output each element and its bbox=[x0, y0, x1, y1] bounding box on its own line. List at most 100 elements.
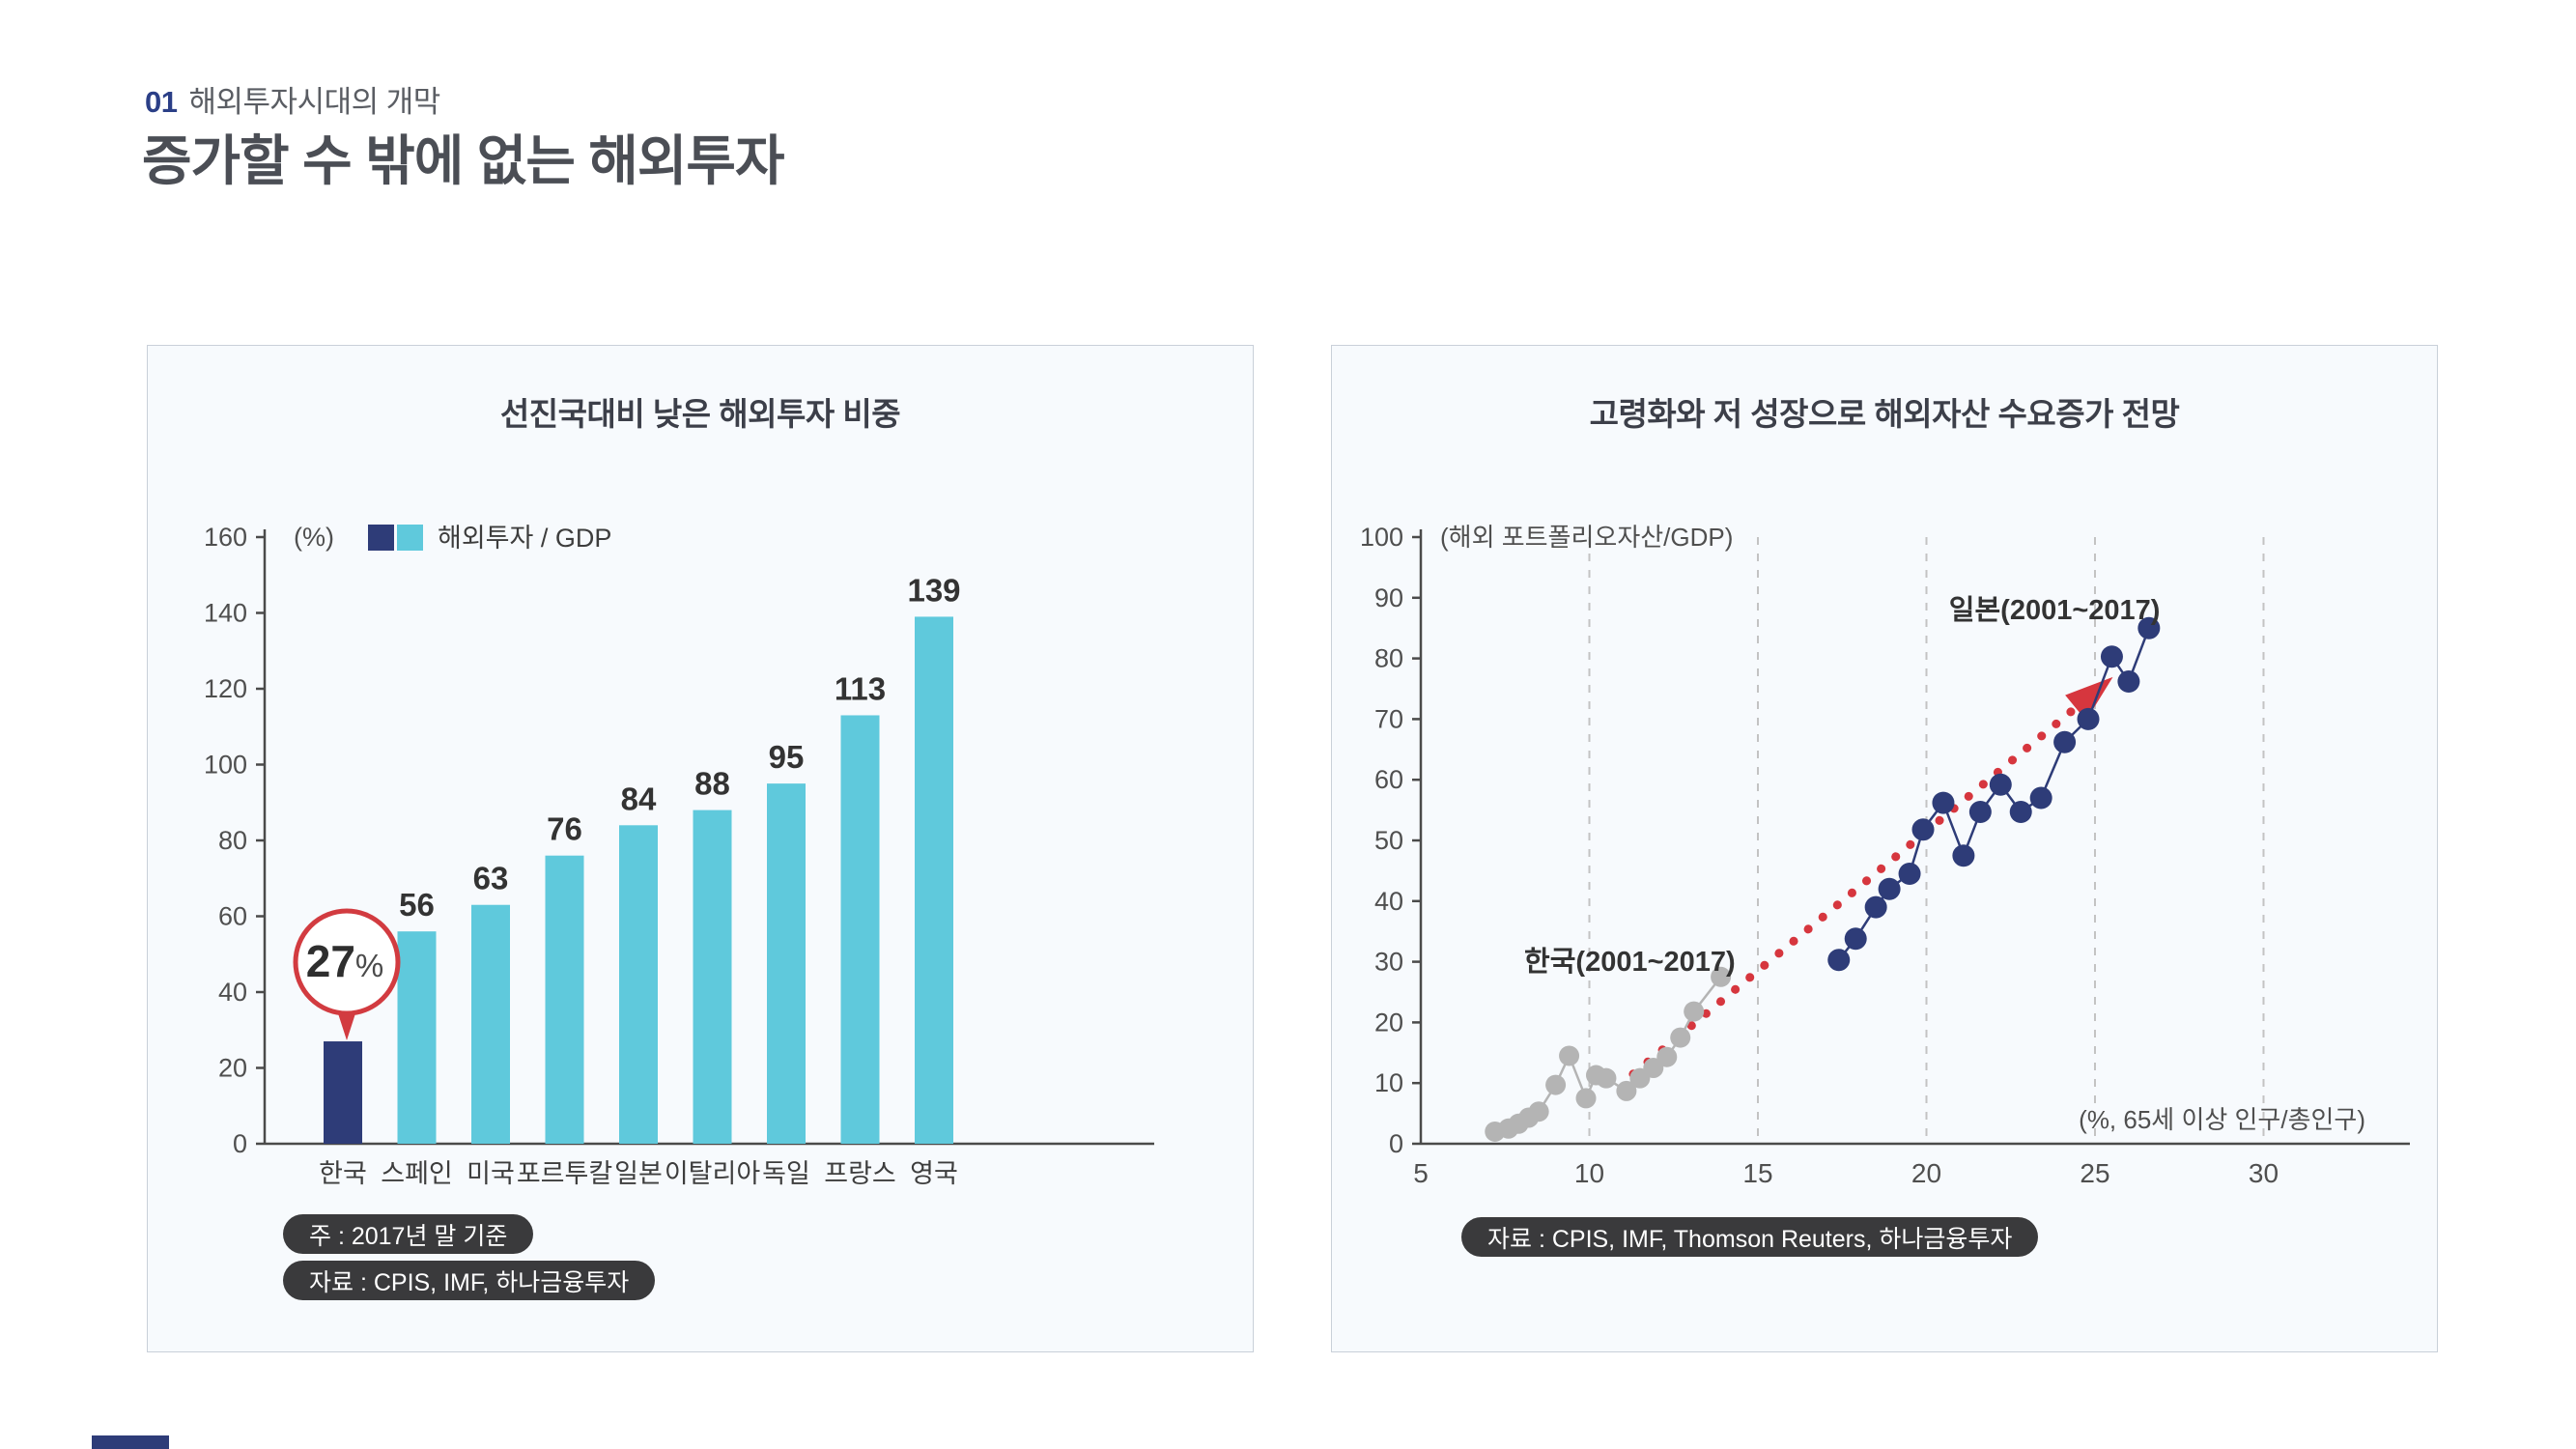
left-chart-panel: 0 20 40 60 80 100 120 140 160 (%) 해외투자 / GDP 한국 56 스페… bbox=[147, 345, 1254, 1352]
y-axis-unit-label: (해외 포트폴리오자산/GDP) bbox=[1440, 523, 1733, 552]
data-point bbox=[2077, 707, 2100, 730]
bar-category-label: 포르투칼 bbox=[517, 1159, 612, 1188]
data-point bbox=[1559, 1045, 1580, 1066]
bar bbox=[471, 904, 510, 1144]
y-tick-label: 40 bbox=[218, 978, 247, 1007]
bar-value-label: 88 bbox=[694, 766, 730, 802]
y-tick-label: 70 bbox=[1374, 704, 1403, 733]
right-chart-title: 고령화와 저 성장으로 해외자산 수요증가 전망 bbox=[1589, 396, 2180, 432]
callout-text: 27% bbox=[306, 936, 384, 986]
source-pill: 자료 : CPIS, IMF, Thomson Reuters, 하나금융투자 bbox=[1461, 1217, 2039, 1257]
data-point bbox=[2100, 645, 2123, 668]
callout-circle bbox=[293, 908, 401, 1016]
y-tick-label: 140 bbox=[204, 599, 247, 628]
trend-arrow-line bbox=[1628, 705, 2078, 1079]
data-point bbox=[2117, 669, 2140, 693]
bar-category-label: 미국 bbox=[467, 1159, 515, 1188]
data-point bbox=[1643, 1058, 1664, 1078]
y-tick-label: 40 bbox=[1374, 887, 1403, 916]
bar-value-label: 95 bbox=[769, 739, 805, 775]
bar bbox=[840, 715, 880, 1144]
y-tick-label: 0 bbox=[233, 1129, 247, 1158]
data-point bbox=[1596, 1067, 1617, 1089]
bar-value-label: 76 bbox=[547, 811, 582, 847]
data-point bbox=[1711, 966, 1732, 987]
y-tick-label: 120 bbox=[204, 674, 247, 703]
bar-category-label: 스페인 bbox=[381, 1159, 453, 1188]
y-tick-label: 100 bbox=[204, 751, 247, 780]
x-tick-label: 25 bbox=[2080, 1158, 2109, 1188]
y-tick-label: 60 bbox=[1374, 765, 1403, 794]
note-pill: 주 : 2017년 말 기준 bbox=[283, 1214, 534, 1254]
y-tick-label: 80 bbox=[1374, 644, 1403, 673]
bar-category-label: 프랑스 bbox=[824, 1159, 896, 1188]
data-point bbox=[1844, 927, 1867, 951]
x-tick-label: 20 bbox=[1911, 1158, 1941, 1188]
y-tick-label: 80 bbox=[218, 826, 247, 855]
bar-category-label: 일본 bbox=[614, 1159, 663, 1188]
data-point bbox=[1575, 1088, 1597, 1109]
data-point bbox=[1968, 800, 1992, 823]
bar-value-label: 139 bbox=[907, 572, 960, 608]
x-tick-label: 5 bbox=[1413, 1158, 1429, 1188]
bar-category-label: 한국 bbox=[319, 1159, 367, 1188]
series-label: 일본(2001~2017) bbox=[1949, 594, 2161, 626]
data-point bbox=[1684, 1001, 1705, 1022]
bar-value-label: 56 bbox=[399, 887, 435, 923]
data-point bbox=[2137, 616, 2161, 639]
bar-category-label: 영국 bbox=[910, 1159, 958, 1188]
y-tick-label: 60 bbox=[218, 902, 247, 931]
bar bbox=[324, 1041, 362, 1144]
bar bbox=[915, 616, 953, 1144]
callout-pointer bbox=[336, 1008, 357, 1041]
x-tick-label: 15 bbox=[1742, 1158, 1772, 1188]
y-tick-label: 20 bbox=[218, 1054, 247, 1083]
data-point bbox=[2009, 800, 2032, 823]
legend-swatch-cyan bbox=[397, 525, 423, 551]
left-chart-title: 선진국대비 낮은 해외투자 비중 bbox=[499, 396, 901, 432]
y-unit-label: (%) bbox=[294, 523, 334, 552]
bar bbox=[397, 931, 437, 1144]
data-point bbox=[1827, 949, 1851, 972]
x-axis-unit-label: (%, 65세 이상 인구/총인구) bbox=[2079, 1105, 2365, 1134]
section-number: 01 bbox=[145, 85, 178, 119]
x-tick-label: 30 bbox=[2249, 1158, 2279, 1188]
y-tick-label: 30 bbox=[1374, 948, 1403, 977]
data-point bbox=[1670, 1027, 1691, 1048]
source-pill: 자료 : CPIS, IMF, 하나금융투자 bbox=[283, 1261, 656, 1300]
data-point bbox=[1989, 773, 2012, 796]
y-tick-label: 50 bbox=[1374, 826, 1403, 855]
legend-label: 해외투자 / GDP bbox=[438, 524, 611, 553]
bar-value-label: 63 bbox=[473, 861, 509, 896]
y-tick-label: 100 bbox=[1360, 523, 1403, 552]
page-title: 증가할 수 밖에 없는 해외투자 bbox=[142, 130, 784, 191]
data-point bbox=[1656, 1046, 1678, 1067]
bar bbox=[693, 810, 732, 1144]
data-point bbox=[1952, 844, 1975, 867]
data-point bbox=[1911, 818, 1935, 841]
series-label: 한국(2001~2017) bbox=[1524, 946, 1736, 978]
bar bbox=[545, 855, 584, 1144]
bar-chart-svg: 0 20 40 60 80 100 120 140 160 (%) 해외투자 / GDP 한국 56 스페… bbox=[204, 523, 1154, 1188]
section-header: 01 해외투자시대의 개막 bbox=[145, 77, 440, 121]
data-point bbox=[1932, 791, 1955, 814]
y-tick-label: 0 bbox=[1389, 1129, 1403, 1158]
y-tick-label: 160 bbox=[204, 523, 247, 552]
bar-value-label: 84 bbox=[621, 781, 657, 816]
y-tick-label: 90 bbox=[1374, 583, 1403, 612]
bar-category-label: 독일 bbox=[762, 1159, 810, 1188]
data-point bbox=[1528, 1101, 1549, 1122]
data-point bbox=[1878, 877, 1901, 900]
scatter-chart-svg: 0 10 20 30 40 50 60 70 80 90 100 5 10 15 20 25 30 (해외 포트폴… bbox=[1360, 523, 2410, 1188]
data-point bbox=[1898, 863, 1921, 886]
legend-swatch-navy bbox=[368, 525, 394, 551]
bar-value-label: 113 bbox=[835, 670, 886, 706]
data-point bbox=[2053, 730, 2077, 753]
bar bbox=[619, 825, 658, 1144]
data-point bbox=[1864, 895, 1887, 919]
bar bbox=[767, 783, 806, 1144]
y-tick-label: 20 bbox=[1374, 1008, 1403, 1037]
bar-category-label: 이탈리아 bbox=[665, 1159, 761, 1188]
right-chart-panel: 0 10 20 30 40 50 60 70 80 90 100 5 10 15 20 25 30 (해외 포트폴… bbox=[1331, 345, 2438, 1352]
